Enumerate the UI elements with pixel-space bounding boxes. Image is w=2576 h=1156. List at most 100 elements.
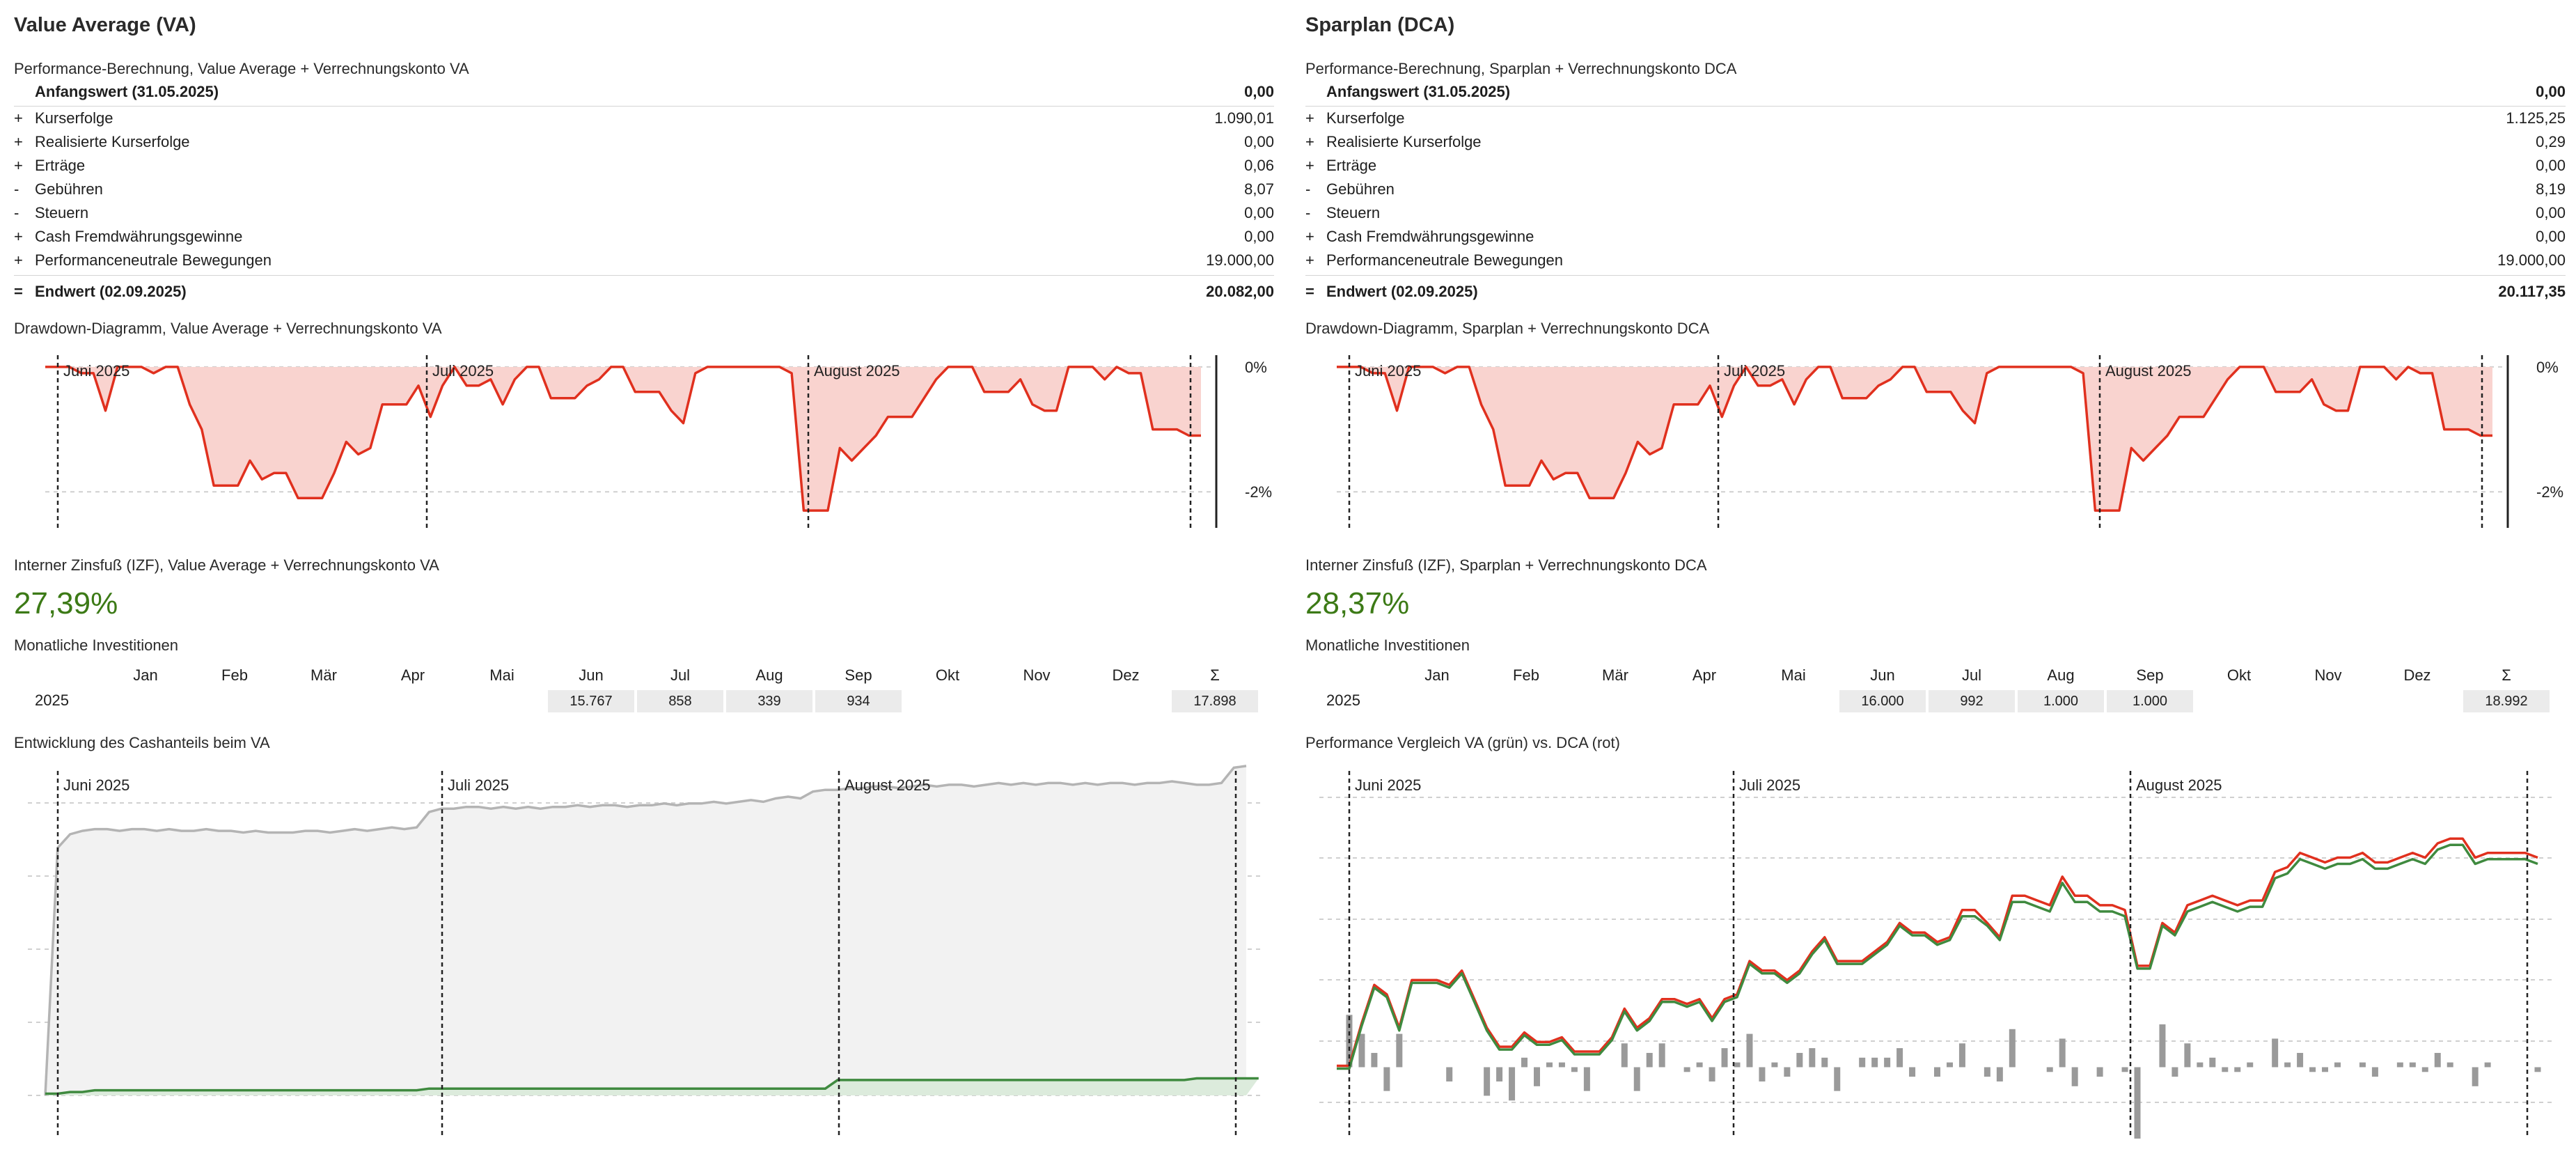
perf-label: Realisierte Kurserfolge xyxy=(1326,133,1482,150)
difference-bar xyxy=(1683,1067,1690,1072)
perf-sign: = xyxy=(14,283,23,300)
dca-line xyxy=(1337,837,2538,1068)
perf-value: 8,07 xyxy=(1244,180,1274,198)
month-header: Jun xyxy=(579,666,604,684)
difference-bar xyxy=(2059,1038,2066,1068)
difference-bar xyxy=(1546,1062,1553,1068)
difference-bar xyxy=(1796,1052,1803,1068)
perf-label: Performanceneutrale Bewegungen xyxy=(35,251,272,269)
cash-chart-title: Entwicklung des Cashanteils beim VA xyxy=(14,734,270,751)
difference-bar xyxy=(2447,1062,2453,1068)
perf-value: 0,00 xyxy=(2536,204,2566,221)
dca-panel: Sparplan (DCA) Performance-Berechnung, S… xyxy=(1305,0,2573,1156)
month-header: Σ xyxy=(1210,666,1220,684)
difference-bar xyxy=(2359,1062,2366,1068)
difference-bar xyxy=(2197,1062,2204,1068)
month-header: Mär xyxy=(1602,666,1628,684)
perf-label: Anfangswert (31.05.2025) xyxy=(35,83,219,100)
perf-sign: - xyxy=(1305,204,1311,221)
month-marker-label: Juli 2025 xyxy=(448,776,509,794)
month-header: Jan xyxy=(133,666,158,684)
investment-cell: 1.000 xyxy=(2018,690,2104,712)
investment-cell: 18.992 xyxy=(2463,690,2550,712)
drawdown-chart: Juni 2025 Juli 2025 August 2025 0% -2% xyxy=(45,355,1272,528)
drawdown-title: Drawdown-Diagramm, Sparplan + Verrechnun… xyxy=(1305,320,1710,337)
perf-value: 1.125,25 xyxy=(2506,109,2566,127)
panel-title: Sparplan (DCA) xyxy=(1305,14,1455,36)
difference-bar xyxy=(1946,1062,1953,1068)
month-header: Okt xyxy=(2226,666,2252,684)
difference-bar xyxy=(2121,1067,2128,1072)
month-header: Jul xyxy=(1961,666,1982,684)
month-header: Dez xyxy=(2403,666,2431,684)
month-header: Mär xyxy=(311,666,337,684)
difference-bar xyxy=(2134,1067,2141,1139)
perf-label: Erträge xyxy=(1326,157,1377,174)
month-header: Sep xyxy=(2136,666,2164,684)
difference-bar xyxy=(1396,1033,1403,1068)
perf-label: Steuern xyxy=(1326,204,1381,221)
month-marker-label: Juli 2025 xyxy=(1724,362,1785,380)
perf-row: + Realisierte Kurserfolge 0,29 xyxy=(1305,130,2566,154)
month-header: Okt xyxy=(935,666,960,684)
month-marker-label: Juli 2025 xyxy=(1739,776,1800,794)
investment-cell: 992 xyxy=(1929,690,2015,712)
perf-sign: + xyxy=(14,157,23,174)
month-header: Dez xyxy=(1112,666,1140,684)
perf-value: 0,00 xyxy=(1244,228,1274,245)
difference-bar xyxy=(2234,1067,2241,1072)
difference-bar xyxy=(1534,1067,1540,1086)
difference-bar xyxy=(2434,1052,2441,1068)
difference-bar xyxy=(2421,1067,2428,1072)
month-header: Apr xyxy=(1692,666,1717,684)
perf-sign: = xyxy=(1305,283,1314,300)
izf-title: Interner Zinsfuß (IZF), Sparplan + Verre… xyxy=(1305,556,1707,574)
difference-bar xyxy=(2184,1043,2191,1068)
difference-bar xyxy=(2222,1067,2229,1072)
perf-sign: + xyxy=(14,109,23,127)
perf-sign: + xyxy=(1305,157,1314,174)
drawdown-area xyxy=(1337,366,2492,511)
difference-bar xyxy=(1709,1067,1715,1081)
difference-bar xyxy=(2396,1062,2403,1068)
difference-bar xyxy=(1746,1033,1753,1068)
difference-bar xyxy=(2334,1062,2341,1068)
month-marker-label: Juni 2025 xyxy=(63,776,129,794)
difference-bar xyxy=(1909,1067,1916,1077)
difference-bar xyxy=(2534,1067,2541,1072)
performance-table: Anfangswert (31.05.2025) 0,00 + Kurserfolge… xyxy=(14,79,1274,306)
performance-comparison-chart: Juni 2025 Juli 2025 August 2025 xyxy=(1319,771,2552,1139)
perf-label: Cash Fremdwährungsgewinne xyxy=(35,228,243,245)
performance-table: Anfangswert (31.05.2025) 0,00 + Kurserfolge… xyxy=(1305,79,2566,306)
month-header: Jun xyxy=(1870,666,1895,684)
difference-bar xyxy=(1958,1043,1965,1068)
difference-bar xyxy=(1759,1067,1766,1081)
perf-sign: + xyxy=(1305,133,1314,150)
difference-bar xyxy=(1484,1067,1491,1096)
difference-bar xyxy=(1834,1067,1841,1091)
perf-sign: + xyxy=(1305,251,1314,269)
perf-value: 0,29 xyxy=(2536,133,2566,150)
difference-bar xyxy=(1934,1067,1940,1077)
perf-sign: + xyxy=(14,228,23,245)
investment-cell: 858 xyxy=(637,690,723,712)
month-header: Jul xyxy=(670,666,691,684)
difference-bar xyxy=(1621,1043,1628,1068)
va-line xyxy=(1337,843,2538,1070)
difference-bar xyxy=(1496,1067,1503,1081)
difference-bar xyxy=(1721,1048,1728,1068)
perf-row-start: Anfangswert (31.05.2025) 0,00 xyxy=(14,79,1274,107)
perf-sign: - xyxy=(1305,180,1311,198)
perf-label: Cash Fremdwährungsgewinne xyxy=(1326,228,1534,245)
investment-cell: 339 xyxy=(726,690,812,712)
month-marker-label: August 2025 xyxy=(845,776,931,794)
month-marker-label: Juni 2025 xyxy=(63,362,129,380)
investment-cell: 17.898 xyxy=(1172,690,1258,712)
perf-value: 19.000,00 xyxy=(2497,251,2566,269)
difference-bar xyxy=(1809,1048,1816,1068)
y-tick-label: -2% xyxy=(1245,483,1272,501)
difference-bar xyxy=(1871,1057,1878,1068)
perf-value: 8,19 xyxy=(2536,180,2566,198)
difference-bar xyxy=(1583,1067,1590,1091)
month-header: Nov xyxy=(1023,666,1051,684)
